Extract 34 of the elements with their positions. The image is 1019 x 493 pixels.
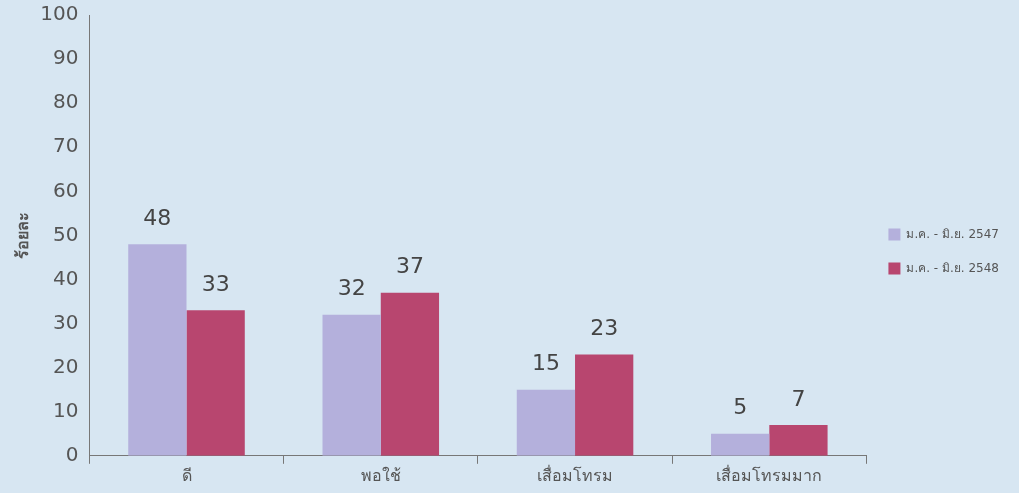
- data-label: 23: [590, 315, 619, 341]
- bar: [186, 310, 245, 456]
- data-label: 37: [395, 253, 424, 279]
- y-tick-label: 90: [52, 45, 79, 70]
- y-tick-label: 0: [65, 442, 79, 466]
- y-tick-label: 20: [52, 353, 79, 378]
- legend-label: ม.ค. - มิ.ย. 2547: [906, 226, 1000, 241]
- bar: [322, 314, 381, 456]
- bar: [516, 389, 576, 456]
- x-tick-label: เสื่อมโทรม: [537, 463, 614, 485]
- data-label: 15: [531, 350, 560, 376]
- data-label: 5: [733, 394, 748, 420]
- y-tick-label: 10: [52, 397, 79, 422]
- y-tick-label: 80: [52, 89, 79, 114]
- y-tick-label: 100: [40, 1, 79, 26]
- data-label: 32: [337, 275, 366, 301]
- y-tick-label: 30: [52, 309, 79, 334]
- data-label: 7: [791, 385, 806, 411]
- y-axis-title: ร้อยละ: [12, 211, 32, 259]
- bar: [711, 433, 770, 456]
- data-label: 33: [201, 271, 230, 297]
- x-tick-label: พอใช้: [360, 465, 401, 485]
- legend-label: ม.ค. - มิ.ย. 2548: [906, 260, 1000, 275]
- y-tick-label: 60: [52, 177, 79, 202]
- y-tick-label: 40: [52, 265, 79, 290]
- x-tick-label: ดี: [181, 465, 192, 485]
- x-tick-label: เสื่อมโทรมมาก: [716, 463, 823, 485]
- data-label: 48: [143, 204, 172, 230]
- y-tick-label: 50: [52, 221, 79, 246]
- bar: [128, 244, 187, 456]
- bar: [380, 292, 440, 456]
- y-tick-label: 70: [52, 133, 79, 158]
- bar: [769, 424, 828, 456]
- bar: [575, 354, 634, 456]
